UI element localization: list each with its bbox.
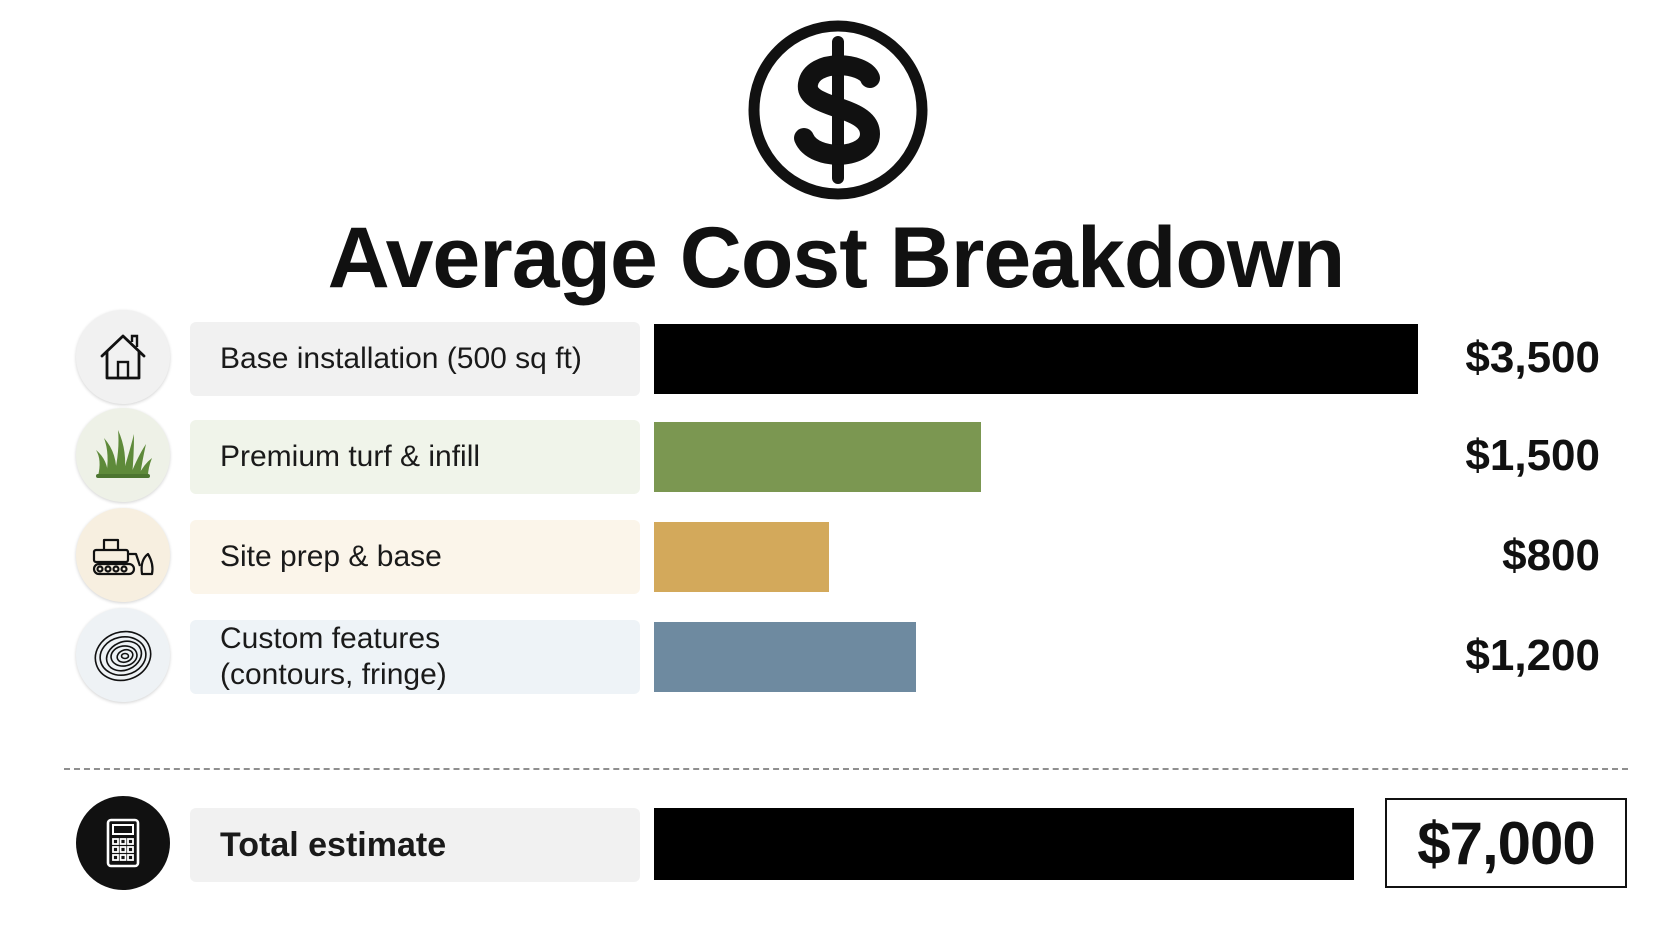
category-label-text: Premium turf & infill: [220, 440, 481, 473]
calculator-icon: [76, 796, 170, 890]
category-label: Base installation (500 sq ft): [190, 322, 640, 396]
total-divider: [64, 768, 1628, 770]
chart-title: Average Cost Breakdown: [327, 210, 1346, 306]
data-label: $1,200: [1465, 631, 1600, 680]
category-label: Premium turf & infill: [190, 420, 640, 494]
cost-bar: [654, 622, 916, 692]
category-label: Site prep & base: [190, 520, 640, 594]
total-label: Total estimate: [190, 808, 640, 882]
category-label-text: Custom features (contours, fringe): [220, 622, 447, 691]
data-label: $1,500: [1465, 431, 1600, 480]
cost-row: Base installation (500 sq ft) $3,500: [0, 310, 1672, 406]
category-label: Custom features (contours, fringe): [190, 620, 640, 694]
category-label-text: Base installation (500 sq ft): [220, 342, 582, 375]
bulldozer-icon: [76, 508, 170, 602]
cost-row: Premium turf & infill $1,500: [0, 408, 1672, 504]
cost-bar: [654, 324, 1418, 394]
total-value: $7,000: [1385, 798, 1627, 888]
dollar-circle-icon: [748, 20, 928, 200]
cost-bar: [654, 522, 829, 592]
total-bar: [654, 808, 1354, 880]
data-label: $800: [1502, 531, 1600, 580]
house-icon: [76, 310, 170, 404]
category-label-text: Site prep & base: [220, 540, 442, 573]
grass-icon: [76, 408, 170, 502]
cost-row: Site prep & base $800: [0, 508, 1672, 604]
cost-row: Custom features (contours, fringe) $1,200: [0, 608, 1672, 704]
total-row: Total estimate $7,000: [0, 796, 1672, 892]
data-label: $3,500: [1465, 333, 1600, 382]
contour-icon: [76, 608, 170, 702]
cost-bar: [654, 422, 982, 492]
